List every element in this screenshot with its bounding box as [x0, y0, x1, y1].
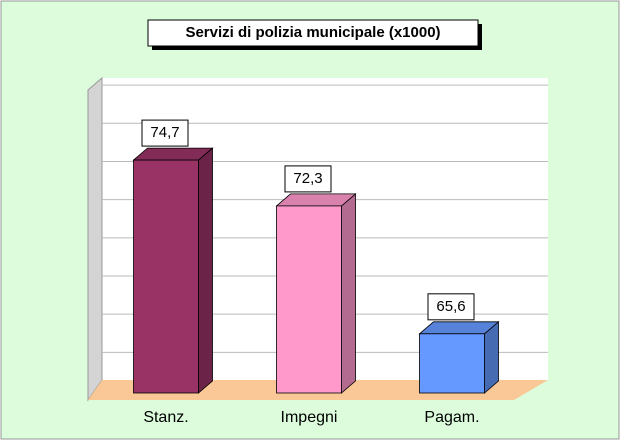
title-box: [147, 19, 479, 47]
bar: [276, 205, 342, 394]
bar: [133, 159, 199, 394]
bar-side: [341, 193, 356, 394]
side-wall: [87, 76, 103, 402]
bar: [419, 333, 485, 394]
value-label: 72,3: [293, 170, 322, 187]
x-tick-label: Stanz.: [143, 409, 188, 426]
x-tick-label: Impegni: [281, 409, 338, 426]
bar-top: [275, 193, 357, 207]
value-label: 74,7: [150, 124, 179, 141]
value-label: 65,6: [436, 298, 465, 315]
value-label-box: [427, 293, 475, 321]
x-tick-label: Pagam.: [424, 409, 479, 426]
value-label-box: [141, 119, 189, 147]
bar-top: [132, 147, 214, 161]
value-label-box: [284, 165, 332, 193]
bar-top: [418, 321, 500, 335]
bar-side: [198, 147, 213, 394]
chart-title: Servizi di polizia municipale (x1000): [185, 24, 440, 41]
